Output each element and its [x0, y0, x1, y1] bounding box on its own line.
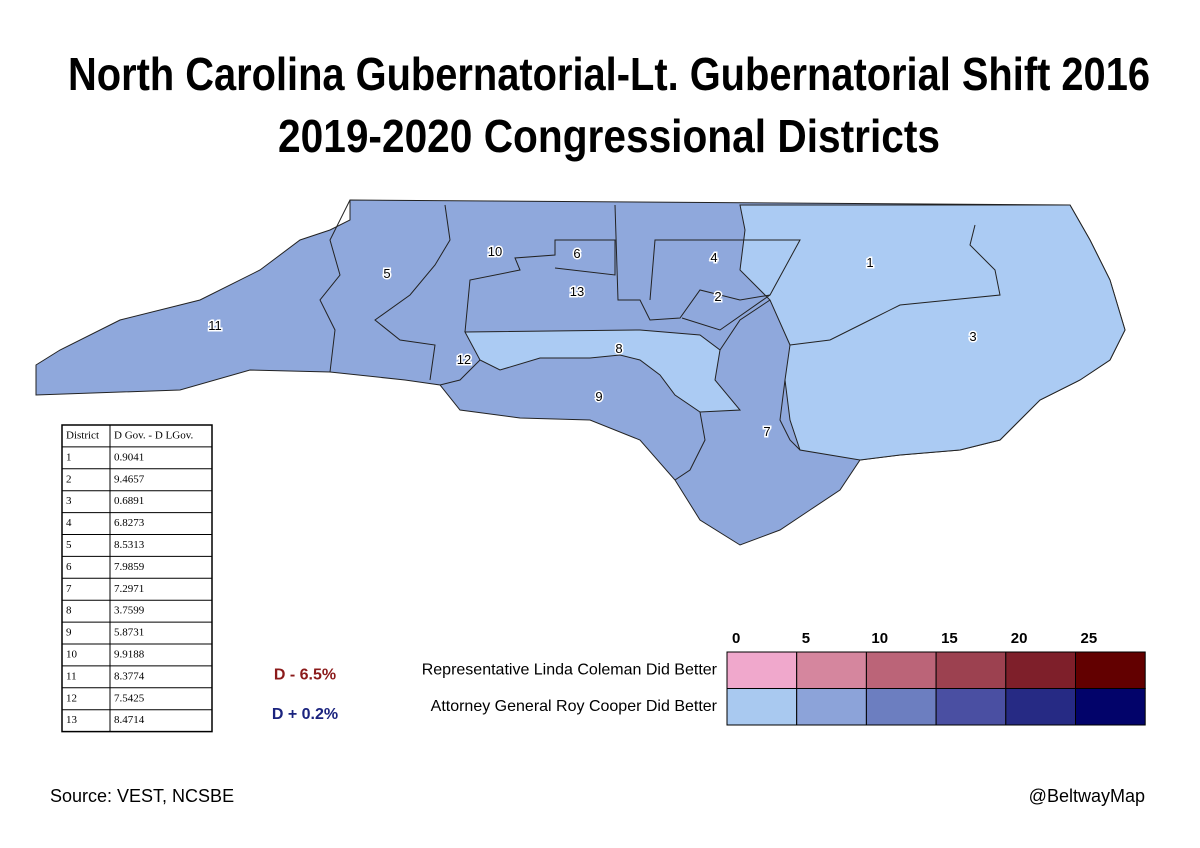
- map: [35, 199, 1126, 546]
- legend-swatch: [935, 688, 1007, 726]
- scale-tick: 5: [802, 630, 810, 647]
- table-cell: 0.6891: [114, 495, 144, 507]
- district-label: 13: [570, 284, 584, 299]
- legend-swatch: [1075, 688, 1146, 726]
- district-borders: [319, 199, 1001, 481]
- legend-tag: D + 0.2%: [272, 706, 338, 723]
- table-cell: 9.9188: [114, 648, 145, 660]
- legend-swatch: [1005, 651, 1076, 689]
- table-cell: 7.2971: [114, 583, 144, 595]
- district-label: 11: [208, 318, 222, 333]
- table-cell: 5.8731: [114, 627, 144, 639]
- district-label: 6: [573, 246, 580, 261]
- legend-swatch: [865, 688, 937, 726]
- legend-swatch: [865, 651, 937, 689]
- district-label: 12: [457, 352, 471, 367]
- district-label: 10: [488, 244, 502, 259]
- legend-swatch: [796, 651, 867, 689]
- table-cell: 8.3774: [114, 670, 145, 682]
- data-table: District D Gov. - D LGov. 1 0.9041 2 9.4657 3 0…: [61, 424, 213, 733]
- table-cell: 9: [66, 627, 72, 639]
- legend-swatch: [726, 651, 798, 689]
- legend-label: Representative Linda Coleman Did Better: [422, 661, 718, 678]
- table-cell: 8: [66, 605, 72, 617]
- table-cell: 12: [66, 692, 77, 704]
- legend-swatch: [1075, 651, 1146, 689]
- title-line: 2019-2020 Congressional Districts: [278, 110, 940, 162]
- district-label: 3: [969, 329, 976, 344]
- scale-tick: 25: [1081, 630, 1098, 647]
- scale-tick: 10: [871, 630, 888, 647]
- scale-tick: 20: [1011, 630, 1028, 647]
- table-cell: 6.8273: [114, 517, 145, 529]
- legend-swatch: [796, 688, 867, 726]
- table-cell: 0.9041: [114, 451, 144, 463]
- table-cell: 13: [66, 714, 78, 726]
- table-cell: 5: [66, 539, 72, 551]
- table-cell: 8.4714: [114, 714, 145, 726]
- title-line: North Carolina Gubernatorial-Lt. Guberna…: [68, 48, 1150, 100]
- district-8: [464, 329, 742, 413]
- district-label: 4: [710, 250, 717, 265]
- district-label: 5: [383, 266, 390, 281]
- table-cell: 7.9859: [114, 561, 145, 573]
- table-cell: 3.7599: [114, 605, 145, 617]
- district-label: 8: [615, 341, 622, 356]
- table-cell: 7: [66, 583, 72, 595]
- district-label: 9: [595, 389, 602, 404]
- scale-tick: 15: [941, 630, 958, 647]
- table-cell: 10: [66, 648, 78, 660]
- legend-tag: D - 6.5%: [274, 666, 336, 683]
- table-cell: 9.4657: [114, 473, 145, 485]
- legend-swatch: [935, 651, 1007, 689]
- table-cell: 1: [66, 451, 72, 463]
- district-east: [739, 204, 1126, 461]
- legend-swatch: [1005, 688, 1076, 726]
- legend-swatch: [726, 688, 798, 726]
- scale-tick: 0: [732, 630, 740, 647]
- table-cell: 3: [66, 495, 72, 507]
- table-cell: 6: [66, 561, 72, 573]
- legend-label: Attorney General Roy Cooper Did Better: [431, 698, 718, 715]
- district-label: 7: [763, 424, 770, 439]
- credit: @BeltwayMap: [1029, 786, 1145, 806]
- table-cell: 11: [66, 670, 77, 682]
- district-label: 1: [866, 255, 873, 270]
- table-cell: 7.5425: [114, 692, 145, 704]
- legend: 0 5 10 15 20 25 D - 6.5% Representative Linda C…: [272, 630, 1146, 726]
- district-label: 2: [714, 289, 721, 304]
- table-header: District: [66, 429, 99, 441]
- table-cell: 8.5313: [114, 539, 145, 551]
- table-header: D Gov. - D LGov.: [114, 429, 193, 441]
- table-cell: 4: [66, 517, 72, 529]
- source: Source: VEST, NCSBE: [50, 786, 234, 806]
- table-cell: 2: [66, 473, 72, 485]
